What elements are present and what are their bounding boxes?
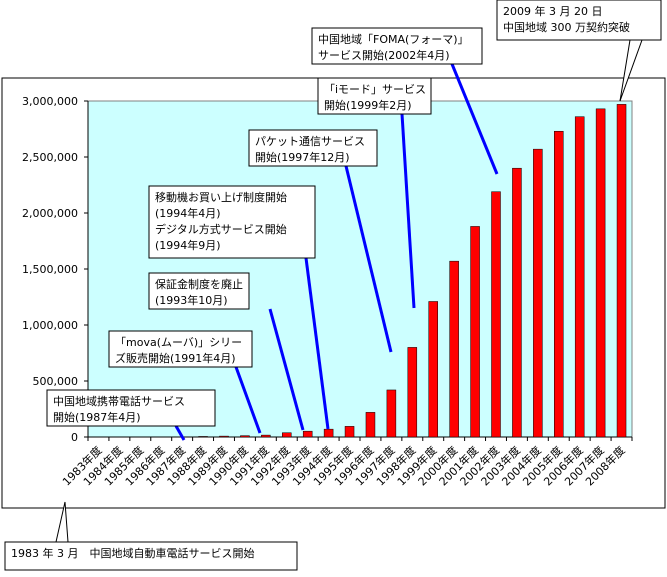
bar bbox=[450, 261, 459, 437]
callout-text: 開始(1987年4月) bbox=[53, 410, 141, 424]
callout-text: ズ販売開始(1991年4月) bbox=[115, 351, 236, 365]
bar bbox=[512, 168, 521, 437]
callout-text: 中国地域 300 万契約突破 bbox=[503, 20, 630, 34]
y-tick-label: 2,500,000 bbox=[22, 151, 78, 164]
callout-text: (1994年9月) bbox=[155, 238, 221, 252]
callout-text: サービス開始(2002年4月) bbox=[318, 48, 450, 62]
bar bbox=[240, 436, 249, 437]
bar bbox=[303, 431, 312, 437]
bar bbox=[596, 109, 605, 437]
callout-text: パケット通信サービス bbox=[255, 135, 365, 148]
bar bbox=[492, 192, 501, 437]
bar bbox=[199, 436, 208, 437]
callout-text: 1983 年 3 月 中国地域自動車電話サービス開始 bbox=[11, 546, 254, 560]
callout-text: 開始(1999年2月) bbox=[324, 98, 412, 112]
bar bbox=[575, 117, 584, 437]
callout-text: 中国地域携帯電話サービス bbox=[53, 394, 185, 408]
bar bbox=[429, 301, 438, 437]
y-tick-label: 0 bbox=[71, 431, 78, 444]
bar bbox=[220, 436, 229, 437]
bar bbox=[387, 390, 396, 437]
callout-text: 2009 年 3 月 20 日 bbox=[503, 4, 602, 18]
callout-text: 保証金制度を廃止 bbox=[155, 277, 243, 291]
callout-text: 移動機お買い上げ制度開始 bbox=[155, 190, 287, 204]
bar bbox=[471, 226, 480, 437]
y-tick-label: 3,000,000 bbox=[22, 95, 78, 108]
bar bbox=[408, 347, 417, 437]
callout-text: (1993年10月) bbox=[155, 293, 228, 307]
bar bbox=[324, 429, 333, 437]
bar bbox=[366, 412, 375, 437]
callout-text: (1994年4月) bbox=[155, 206, 221, 220]
callout-text: 「iモード」サービス bbox=[324, 83, 426, 96]
bar bbox=[617, 104, 626, 437]
callout-text: デジタル方式サービス開始 bbox=[155, 222, 287, 236]
bar bbox=[554, 131, 563, 437]
bar bbox=[261, 435, 270, 437]
y-tick-label: 500,000 bbox=[33, 375, 79, 388]
callout-text: 開始(1997年12月) bbox=[255, 150, 350, 164]
y-tick-label: 2,000,000 bbox=[22, 207, 78, 220]
bar bbox=[345, 426, 354, 437]
y-tick-label: 1,000,000 bbox=[22, 319, 78, 332]
y-tick-label: 1,500,000 bbox=[22, 263, 78, 276]
callout-text: 中国地域「FOMA(フォーマ)」 bbox=[318, 33, 469, 46]
bar bbox=[533, 149, 542, 437]
bar bbox=[282, 433, 291, 437]
callout-text: 「mova(ムーバ)」シリー bbox=[115, 336, 242, 349]
